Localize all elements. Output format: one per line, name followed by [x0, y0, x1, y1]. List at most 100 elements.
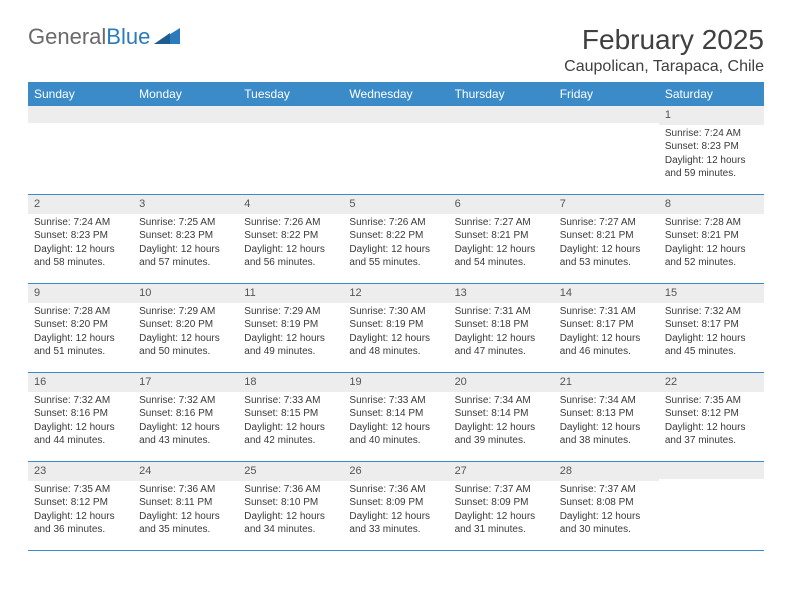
sunrise-text: Sunrise: 7:31 AM — [455, 305, 548, 319]
day-cell: 27Sunrise: 7:37 AMSunset: 8:09 PMDayligh… — [449, 462, 554, 550]
weekday-header-row: Sunday Monday Tuesday Wednesday Thursday… — [28, 82, 764, 106]
daylight-text: Daylight: 12 hours and 43 minutes. — [139, 421, 232, 448]
week-row: 23Sunrise: 7:35 AMSunset: 8:12 PMDayligh… — [28, 462, 764, 551]
sunrise-text: Sunrise: 7:32 AM — [34, 394, 127, 408]
logo-text-general: General — [28, 24, 106, 50]
weekday-header: Tuesday — [238, 82, 343, 106]
daylight-text: Daylight: 12 hours and 30 minutes. — [560, 510, 653, 537]
day-cell: 10Sunrise: 7:29 AMSunset: 8:20 PMDayligh… — [133, 284, 238, 372]
daylight-text: Daylight: 12 hours and 58 minutes. — [34, 243, 127, 270]
day-cell: 11Sunrise: 7:29 AMSunset: 8:19 PMDayligh… — [238, 284, 343, 372]
day-number: 24 — [133, 462, 238, 481]
day-number: 5 — [343, 195, 448, 214]
logo-text-blue: Blue — [106, 24, 150, 50]
day-cell: 8Sunrise: 7:28 AMSunset: 8:21 PMDaylight… — [659, 195, 764, 283]
daylight-text: Daylight: 12 hours and 53 minutes. — [560, 243, 653, 270]
day-number — [659, 462, 764, 479]
day-cell: 25Sunrise: 7:36 AMSunset: 8:10 PMDayligh… — [238, 462, 343, 550]
day-body: Sunrise: 7:37 AMSunset: 8:08 PMDaylight:… — [554, 481, 659, 541]
day-cell: 4Sunrise: 7:26 AMSunset: 8:22 PMDaylight… — [238, 195, 343, 283]
sunrise-text: Sunrise: 7:25 AM — [139, 216, 232, 230]
day-number — [449, 106, 554, 123]
day-body: Sunrise: 7:31 AMSunset: 8:18 PMDaylight:… — [449, 303, 554, 363]
sunset-text: Sunset: 8:12 PM — [665, 407, 758, 421]
header: GeneralBlue February 2025 Caupolican, Ta… — [28, 24, 764, 76]
day-body: Sunrise: 7:33 AMSunset: 8:14 PMDaylight:… — [343, 392, 448, 452]
day-body: Sunrise: 7:35 AMSunset: 8:12 PMDaylight:… — [659, 392, 764, 452]
weekday-header: Thursday — [449, 82, 554, 106]
day-cell: 13Sunrise: 7:31 AMSunset: 8:18 PMDayligh… — [449, 284, 554, 372]
day-body: Sunrise: 7:33 AMSunset: 8:15 PMDaylight:… — [238, 392, 343, 452]
day-number: 16 — [28, 373, 133, 392]
day-cell: 24Sunrise: 7:36 AMSunset: 8:11 PMDayligh… — [133, 462, 238, 550]
day-cell: 15Sunrise: 7:32 AMSunset: 8:17 PMDayligh… — [659, 284, 764, 372]
daylight-text: Daylight: 12 hours and 49 minutes. — [244, 332, 337, 359]
day-body: Sunrise: 7:29 AMSunset: 8:20 PMDaylight:… — [133, 303, 238, 363]
sunset-text: Sunset: 8:18 PM — [455, 318, 548, 332]
day-body: Sunrise: 7:27 AMSunset: 8:21 PMDaylight:… — [554, 214, 659, 274]
day-body: Sunrise: 7:36 AMSunset: 8:10 PMDaylight:… — [238, 481, 343, 541]
day-number: 10 — [133, 284, 238, 303]
day-cell — [343, 106, 448, 194]
day-body: Sunrise: 7:31 AMSunset: 8:17 PMDaylight:… — [554, 303, 659, 363]
sunset-text: Sunset: 8:23 PM — [665, 140, 758, 154]
day-cell: 20Sunrise: 7:34 AMSunset: 8:14 PMDayligh… — [449, 373, 554, 461]
day-cell: 21Sunrise: 7:34 AMSunset: 8:13 PMDayligh… — [554, 373, 659, 461]
weekday-header: Saturday — [659, 82, 764, 106]
daylight-text: Daylight: 12 hours and 52 minutes. — [665, 243, 758, 270]
daylight-text: Daylight: 12 hours and 35 minutes. — [139, 510, 232, 537]
day-body: Sunrise: 7:24 AMSunset: 8:23 PMDaylight:… — [28, 214, 133, 274]
sunset-text: Sunset: 8:10 PM — [244, 496, 337, 510]
sunrise-text: Sunrise: 7:34 AM — [455, 394, 548, 408]
day-number — [343, 106, 448, 123]
sunset-text: Sunset: 8:17 PM — [560, 318, 653, 332]
day-number: 23 — [28, 462, 133, 481]
day-cell: 28Sunrise: 7:37 AMSunset: 8:08 PMDayligh… — [554, 462, 659, 550]
day-cell: 3Sunrise: 7:25 AMSunset: 8:23 PMDaylight… — [133, 195, 238, 283]
day-body: Sunrise: 7:29 AMSunset: 8:19 PMDaylight:… — [238, 303, 343, 363]
day-number: 8 — [659, 195, 764, 214]
day-number: 7 — [554, 195, 659, 214]
daylight-text: Daylight: 12 hours and 55 minutes. — [349, 243, 442, 270]
day-number: 11 — [238, 284, 343, 303]
day-number — [554, 106, 659, 123]
day-cell — [659, 462, 764, 550]
sunrise-text: Sunrise: 7:26 AM — [349, 216, 442, 230]
sunset-text: Sunset: 8:23 PM — [139, 229, 232, 243]
day-number: 27 — [449, 462, 554, 481]
day-number: 22 — [659, 373, 764, 392]
sunrise-text: Sunrise: 7:30 AM — [349, 305, 442, 319]
daylight-text: Daylight: 12 hours and 57 minutes. — [139, 243, 232, 270]
sunrise-text: Sunrise: 7:32 AM — [139, 394, 232, 408]
day-number: 6 — [449, 195, 554, 214]
sunrise-text: Sunrise: 7:26 AM — [244, 216, 337, 230]
sunrise-text: Sunrise: 7:37 AM — [455, 483, 548, 497]
sunset-text: Sunset: 8:12 PM — [34, 496, 127, 510]
day-body: Sunrise: 7:25 AMSunset: 8:23 PMDaylight:… — [133, 214, 238, 274]
sunrise-text: Sunrise: 7:29 AM — [244, 305, 337, 319]
sunset-text: Sunset: 8:15 PM — [244, 407, 337, 421]
weekday-header: Monday — [133, 82, 238, 106]
daylight-text: Daylight: 12 hours and 51 minutes. — [34, 332, 127, 359]
week-row: 2Sunrise: 7:24 AMSunset: 8:23 PMDaylight… — [28, 195, 764, 284]
weekday-header: Sunday — [28, 82, 133, 106]
week-row: 1Sunrise: 7:24 AMSunset: 8:23 PMDaylight… — [28, 106, 764, 195]
sunrise-text: Sunrise: 7:32 AM — [665, 305, 758, 319]
day-cell: 7Sunrise: 7:27 AMSunset: 8:21 PMDaylight… — [554, 195, 659, 283]
sunset-text: Sunset: 8:13 PM — [560, 407, 653, 421]
day-cell: 17Sunrise: 7:32 AMSunset: 8:16 PMDayligh… — [133, 373, 238, 461]
daylight-text: Daylight: 12 hours and 59 minutes. — [665, 154, 758, 181]
day-body: Sunrise: 7:28 AMSunset: 8:21 PMDaylight:… — [659, 214, 764, 274]
sunrise-text: Sunrise: 7:37 AM — [560, 483, 653, 497]
day-body: Sunrise: 7:34 AMSunset: 8:14 PMDaylight:… — [449, 392, 554, 452]
sunrise-text: Sunrise: 7:27 AM — [560, 216, 653, 230]
day-body: Sunrise: 7:30 AMSunset: 8:19 PMDaylight:… — [343, 303, 448, 363]
day-body: Sunrise: 7:35 AMSunset: 8:12 PMDaylight:… — [28, 481, 133, 541]
daylight-text: Daylight: 12 hours and 39 minutes. — [455, 421, 548, 448]
day-number: 1 — [659, 106, 764, 125]
day-number: 4 — [238, 195, 343, 214]
day-cell: 23Sunrise: 7:35 AMSunset: 8:12 PMDayligh… — [28, 462, 133, 550]
day-number: 26 — [343, 462, 448, 481]
daylight-text: Daylight: 12 hours and 36 minutes. — [34, 510, 127, 537]
sunset-text: Sunset: 8:20 PM — [139, 318, 232, 332]
